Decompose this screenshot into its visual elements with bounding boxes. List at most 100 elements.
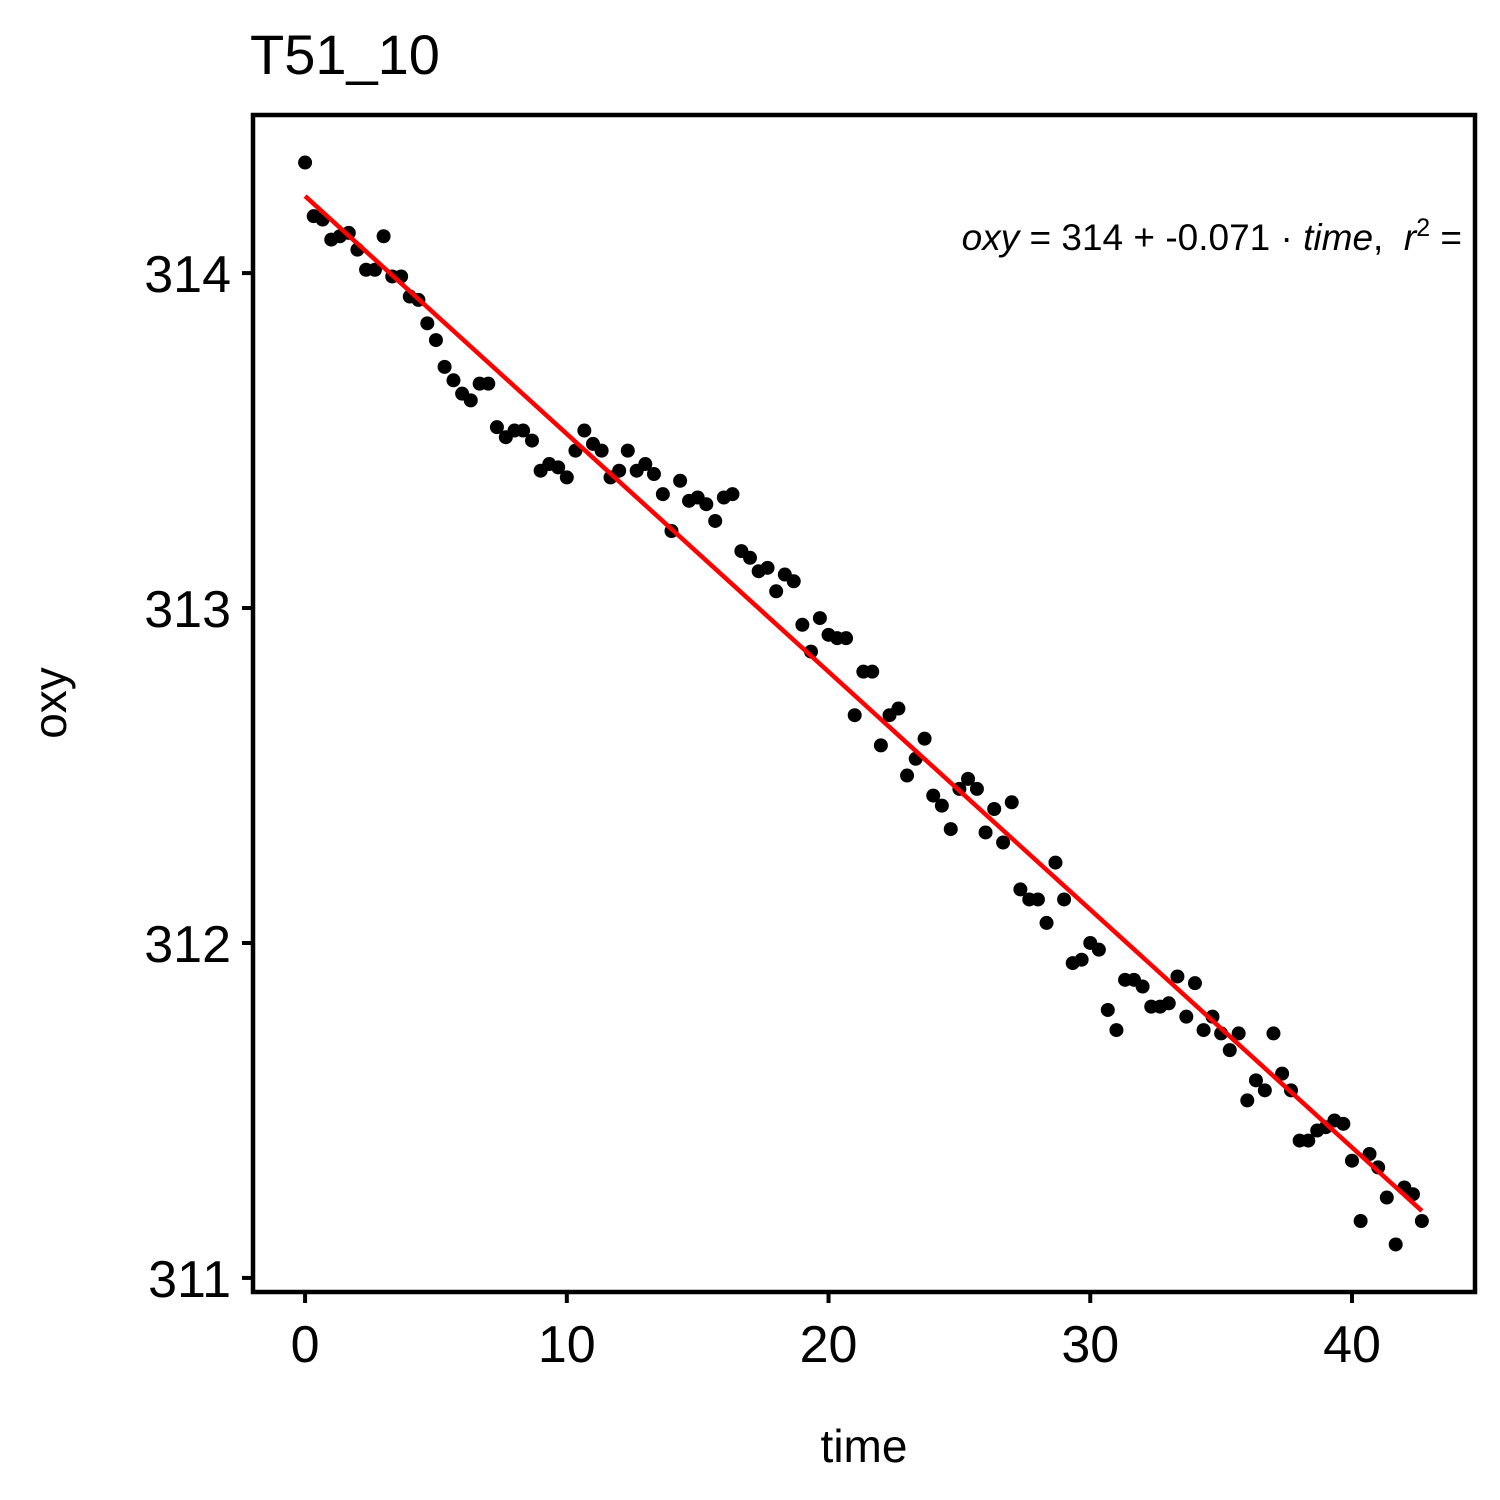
point bbox=[420, 316, 435, 331]
point bbox=[873, 738, 888, 753]
point bbox=[769, 584, 784, 599]
y-tick-label: 313 bbox=[144, 581, 231, 639]
point bbox=[1048, 855, 1063, 870]
point bbox=[1353, 1213, 1368, 1228]
annotation-part: · bbox=[1270, 217, 1303, 258]
point bbox=[1222, 1043, 1237, 1058]
y-tick-label: 312 bbox=[144, 916, 231, 974]
point bbox=[725, 487, 740, 502]
point bbox=[699, 497, 714, 512]
x-tick-label: 10 bbox=[538, 1316, 596, 1374]
point bbox=[891, 701, 906, 716]
annotation-part: + bbox=[1123, 217, 1165, 258]
point bbox=[760, 560, 775, 575]
point bbox=[298, 155, 313, 170]
point bbox=[1301, 1133, 1316, 1148]
annotation-part: , bbox=[1373, 217, 1404, 258]
point bbox=[1336, 1116, 1351, 1131]
point bbox=[1109, 1023, 1124, 1038]
point bbox=[1004, 795, 1019, 810]
point bbox=[839, 631, 854, 646]
annotation-part: oxy bbox=[962, 217, 1022, 258]
annotation-part: 314 bbox=[1061, 217, 1123, 258]
point bbox=[987, 802, 1002, 817]
point bbox=[1179, 1009, 1194, 1024]
point bbox=[1266, 1026, 1281, 1041]
point bbox=[917, 731, 932, 746]
point bbox=[673, 473, 688, 488]
point bbox=[1100, 1002, 1115, 1017]
annotation-part: -0.071 bbox=[1165, 217, 1270, 258]
point bbox=[900, 768, 915, 783]
point bbox=[812, 611, 827, 626]
point bbox=[525, 433, 540, 448]
y-axis-title: oxy bbox=[24, 667, 76, 739]
point bbox=[978, 825, 993, 840]
point bbox=[437, 359, 452, 374]
point bbox=[1231, 1026, 1246, 1041]
point bbox=[708, 513, 723, 528]
annotation-part: = bbox=[1430, 217, 1462, 258]
point bbox=[646, 467, 661, 482]
chart-title: T51_10 bbox=[250, 23, 440, 86]
point bbox=[1039, 915, 1054, 930]
point bbox=[516, 423, 531, 438]
point bbox=[786, 574, 801, 589]
point bbox=[367, 262, 382, 277]
point bbox=[1196, 1023, 1211, 1038]
annotation-part: 2 bbox=[1416, 214, 1430, 242]
point bbox=[969, 781, 984, 796]
x-axis-title: time bbox=[821, 1420, 908, 1472]
point bbox=[1161, 996, 1176, 1011]
point bbox=[865, 664, 880, 679]
point bbox=[795, 617, 810, 632]
annotation-part: r bbox=[1404, 217, 1418, 258]
point bbox=[489, 420, 504, 435]
point bbox=[446, 373, 461, 388]
point bbox=[1030, 892, 1045, 907]
point bbox=[1379, 1190, 1394, 1205]
point bbox=[638, 457, 653, 472]
annotation-part: = bbox=[1019, 217, 1061, 258]
point bbox=[1091, 942, 1106, 957]
y-tick-label: 314 bbox=[144, 246, 231, 304]
point bbox=[463, 393, 478, 408]
point bbox=[1135, 979, 1150, 994]
annotation-part: time bbox=[1303, 217, 1373, 258]
point bbox=[612, 463, 627, 478]
point bbox=[743, 550, 758, 565]
x-tick-label: 40 bbox=[1323, 1316, 1381, 1374]
point bbox=[1414, 1213, 1429, 1228]
point bbox=[620, 443, 635, 458]
plot-border bbox=[250, 112, 1478, 1295]
x-tick-label: 0 bbox=[291, 1316, 320, 1374]
point bbox=[847, 708, 862, 723]
y-tick-label: 311 bbox=[148, 1251, 231, 1309]
x-tick-label: 20 bbox=[800, 1316, 858, 1374]
annotation: oxy = 314 + -0.071 · time, r2 = bbox=[962, 214, 1462, 258]
point bbox=[1187, 976, 1202, 991]
point bbox=[1344, 1153, 1359, 1168]
fit-line bbox=[303, 194, 1424, 1213]
point bbox=[376, 229, 391, 244]
point bbox=[1257, 1083, 1272, 1098]
point bbox=[481, 376, 496, 391]
point bbox=[1388, 1237, 1403, 1252]
point bbox=[1057, 892, 1072, 907]
point bbox=[655, 487, 670, 502]
point bbox=[943, 822, 958, 837]
x-tick-label: 30 bbox=[1061, 1316, 1119, 1374]
point bbox=[961, 771, 976, 786]
point bbox=[926, 788, 941, 803]
point bbox=[551, 460, 566, 475]
point bbox=[1170, 969, 1185, 984]
point bbox=[428, 333, 443, 348]
point bbox=[1240, 1093, 1255, 1108]
point bbox=[1275, 1066, 1290, 1081]
point bbox=[996, 835, 1011, 850]
point bbox=[594, 443, 609, 458]
point bbox=[934, 798, 949, 813]
point bbox=[1013, 882, 1028, 897]
point bbox=[577, 423, 592, 438]
